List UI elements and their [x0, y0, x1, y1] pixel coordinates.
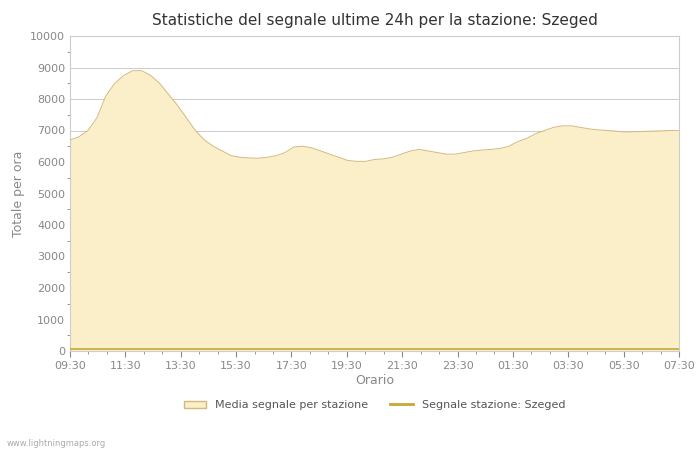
Y-axis label: Totale per ora: Totale per ora — [12, 150, 24, 237]
Text: www.lightningmaps.org: www.lightningmaps.org — [7, 439, 106, 448]
Legend: Media segnale per stazione, Segnale stazione: Szeged: Media segnale per stazione, Segnale staz… — [179, 396, 570, 415]
X-axis label: Orario: Orario — [355, 374, 394, 387]
Title: Statistiche del segnale ultime 24h per la stazione: Szeged: Statistiche del segnale ultime 24h per l… — [152, 13, 597, 28]
